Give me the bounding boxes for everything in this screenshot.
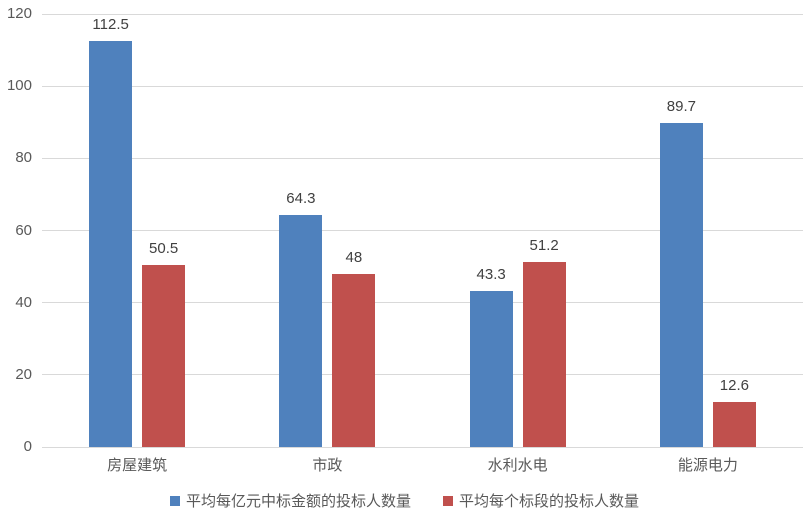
legend-item: 平均每个标段的投标人数量 [443,490,639,511]
legend-item: 平均每亿元中标金额的投标人数量 [169,490,411,511]
y-axis-tick-label: 20 [15,365,32,383]
y-axis-tick-label: 100 [6,77,32,95]
x-axis-category-label: 房屋建筑 [107,457,168,474]
legend-color-swatch-icon [169,495,180,506]
y-axis-tick-label: 120 [6,5,32,22]
bar-value-label: 112.5 [92,16,129,34]
bar-value-label: 50.5 [149,239,179,257]
y-axis-tick-label: 40 [15,293,32,311]
bar-value-label: 51.2 [529,237,559,255]
bar-series-1-cat-2 [279,214,323,447]
bar-series-2-cat-2 [332,273,376,447]
bar-series-1-cat-1 [89,41,133,447]
x-axis-category-label: 市政 [312,457,343,474]
gridline [42,374,803,376]
bar-value-label: 12.6 [719,376,749,394]
y-axis-tick-label: 0 [23,438,32,455]
gridline [42,13,803,15]
gridline [42,157,803,159]
bar-value-label: 89.7 [666,98,696,116]
legend-label: 平均每个标段的投标人数量 [459,493,640,510]
gridline [42,230,803,231]
y-axis-tick-label: 60 [15,221,32,239]
bar-series-1-cat-4 [659,123,703,447]
bar-value-label: 48 [345,248,363,266]
bar-value-label: 64.3 [286,189,316,207]
bar-value-label: 43.3 [476,265,506,283]
gridline [42,85,803,87]
bar-series-1-cat-3 [469,290,513,447]
gridline [42,302,803,304]
legend: 平均每亿元中标金额的投标人数量 平均每个标段的投标人数量 [0,490,809,511]
legend-label: 平均每亿元中标金额的投标人数量 [185,493,411,510]
legend-color-swatch-icon [443,495,453,506]
x-axis-category-label: 能源电力 [677,457,738,474]
bar-series-2-cat-1 [142,264,186,447]
gridline [42,446,803,448]
bar-series-2-cat-4 [712,401,756,447]
bar-series-2-cat-3 [522,262,566,447]
x-axis-category-label: 水利水电 [487,457,548,474]
y-axis-tick-label: 80 [15,149,32,167]
